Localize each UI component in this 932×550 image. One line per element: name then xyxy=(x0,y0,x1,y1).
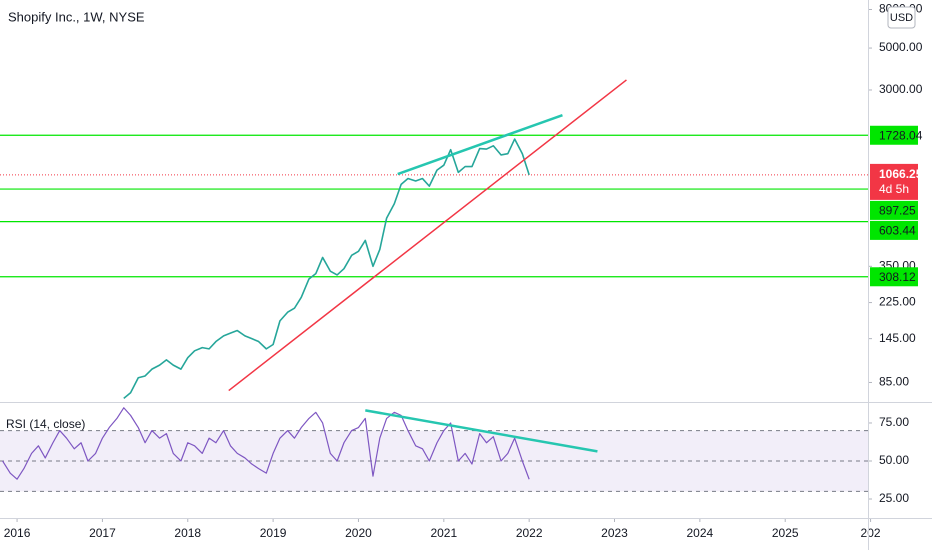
last-price-box xyxy=(870,163,918,200)
x-tick-label: 2021 xyxy=(430,526,457,540)
x-tick-label: 2025 xyxy=(772,526,799,540)
level-label: 603.44 xyxy=(879,224,916,238)
level-label: 1728.04 xyxy=(879,128,923,142)
y-tick-label: 25.00 xyxy=(879,491,909,505)
y-tick-label: 5000.00 xyxy=(879,40,923,54)
x-tick-label: 2024 xyxy=(687,526,714,540)
x-tick-label: 2017 xyxy=(89,526,116,540)
rsi-pane xyxy=(0,407,868,492)
currency[interactable]: USD xyxy=(890,12,913,24)
level-label-box xyxy=(870,125,918,145)
level-label: 308.12 xyxy=(879,270,916,284)
chart-title: Shopify Inc., 1W, NYSE xyxy=(8,9,145,24)
y-tick-label: 85.00 xyxy=(879,375,909,389)
y-tick-label: 3000.00 xyxy=(879,82,923,96)
x-tick-label: 2019 xyxy=(260,526,287,540)
last-price-label: 1066.25 xyxy=(879,167,923,181)
y-tick-label: 75.00 xyxy=(879,415,909,429)
countdown: 4d 5h xyxy=(879,182,909,196)
trendline xyxy=(228,79,627,392)
x-tick-label: 2022 xyxy=(516,526,543,540)
level-label-box xyxy=(870,200,918,220)
series-line xyxy=(123,138,530,400)
rsi-title: RSI (14, close) xyxy=(6,417,85,431)
level-label: 897.25 xyxy=(879,204,916,218)
currency-box[interactable] xyxy=(887,6,916,29)
axes: 8000.005000.003000.00350.00225.00145.008… xyxy=(4,2,923,541)
price-pane xyxy=(0,79,868,400)
level-label-box xyxy=(870,267,918,287)
trendline xyxy=(365,409,598,453)
x-tick-label: 2020 xyxy=(345,526,372,540)
x-tick-label: 202 xyxy=(861,526,881,540)
x-tick-label: 2023 xyxy=(601,526,628,540)
x-tick-label: 2018 xyxy=(174,526,201,540)
trendline xyxy=(397,113,563,176)
series-line xyxy=(2,407,530,480)
x-tick-label: 2016 xyxy=(4,526,31,540)
y-tick-label: 145.00 xyxy=(879,331,916,345)
y-tick-label: 50.00 xyxy=(879,453,909,467)
level-label-box xyxy=(870,220,918,240)
y-tick-label: 225.00 xyxy=(879,295,916,309)
